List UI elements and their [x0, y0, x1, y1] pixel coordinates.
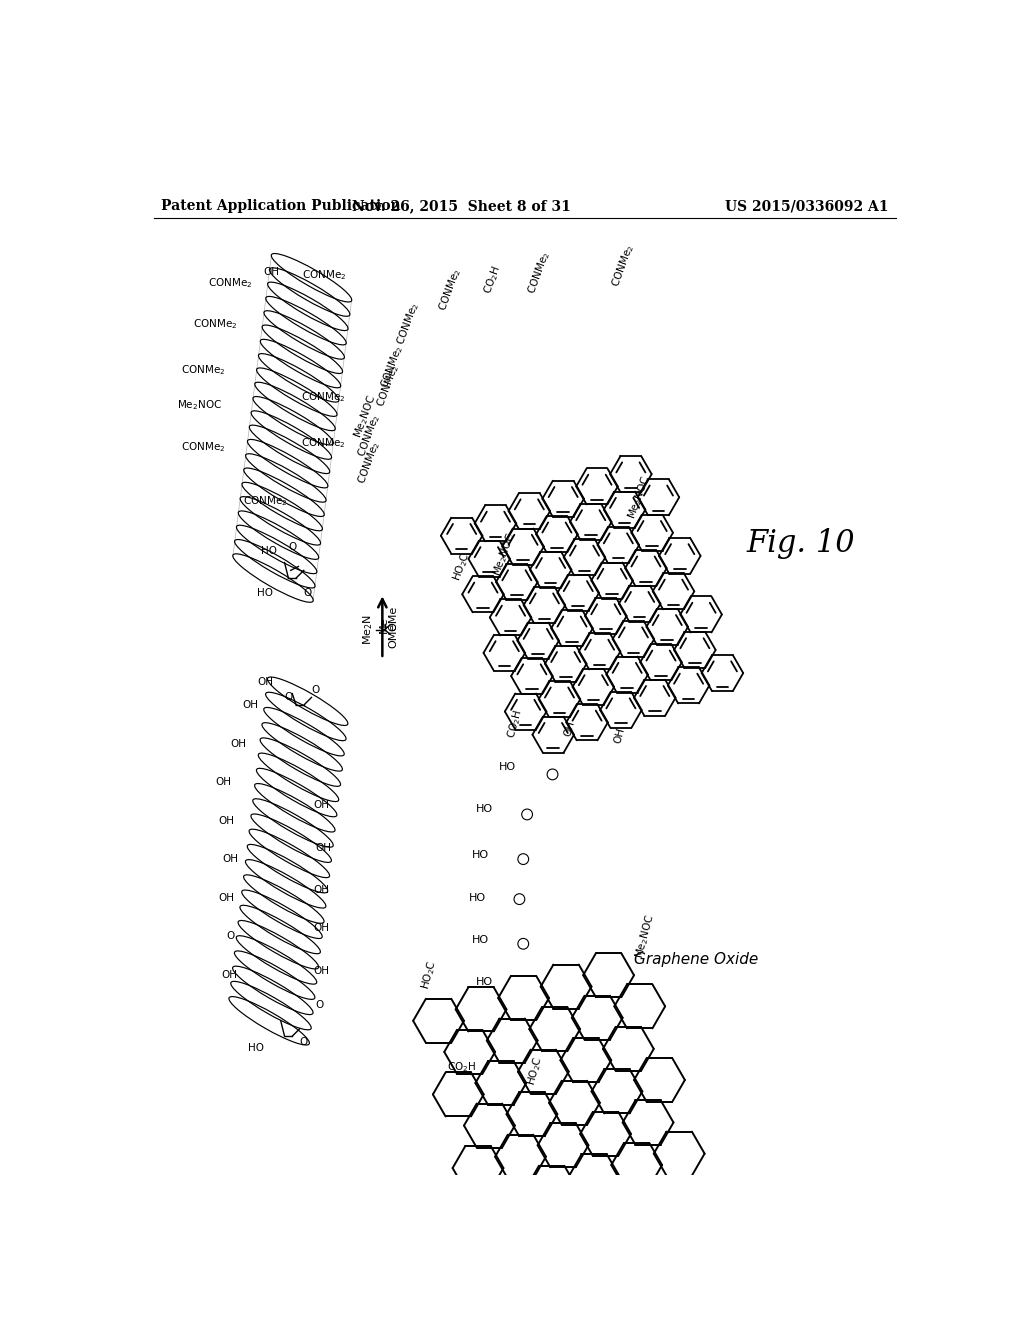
Text: CONMe$_2$: CONMe$_2$	[355, 412, 383, 459]
Text: HO: HO	[476, 804, 494, 814]
Text: CONMe$_2$: CONMe$_2$	[181, 363, 226, 378]
Text: OH: OH	[313, 884, 330, 895]
Text: CONMe$_2$: CONMe$_2$	[378, 343, 407, 389]
Text: CONMe$_2$: CONMe$_2$	[181, 441, 226, 454]
Text: OH: OH	[612, 727, 627, 744]
Text: Me$_2$N: Me$_2$N	[361, 614, 376, 645]
Text: O: O	[285, 693, 293, 702]
Text: Me$_2$NOC: Me$_2$NOC	[633, 912, 657, 960]
Text: HO: HO	[472, 850, 489, 861]
Text: CO$_2$H: CO$_2$H	[447, 1060, 476, 1074]
Text: Me$_2$NOC: Me$_2$NOC	[177, 397, 222, 412]
Text: HO$_2$C: HO$_2$C	[419, 958, 440, 991]
Text: CONMe$_2$: CONMe$_2$	[301, 437, 345, 450]
Text: OH: OH	[242, 700, 258, 710]
Text: OH: OH	[219, 816, 234, 825]
Text: Patent Application Publication: Patent Application Publication	[162, 199, 401, 213]
Text: HO: HO	[500, 762, 516, 772]
Text: OH: OH	[562, 719, 577, 738]
Text: HO$_2$C: HO$_2$C	[451, 550, 473, 583]
Text: O: O	[303, 589, 311, 598]
Text: O: O	[315, 1001, 324, 1010]
Text: Nov. 26, 2015  Sheet 8 of 31: Nov. 26, 2015 Sheet 8 of 31	[352, 199, 571, 213]
Text: Me$_2$NOC: Me$_2$NOC	[351, 393, 380, 440]
Text: OH: OH	[313, 966, 330, 975]
Text: CO$_2$H: CO$_2$H	[505, 709, 526, 741]
Text: HO$_2$C: HO$_2$C	[524, 1055, 546, 1086]
Text: O: O	[300, 1038, 308, 1047]
Text: Me$_2$NOC: Me$_2$NOC	[625, 474, 653, 520]
Text: CONMe$_2$: CONMe$_2$	[243, 494, 288, 508]
Text: HO: HO	[261, 546, 278, 556]
Text: Fig. 10: Fig. 10	[746, 528, 855, 558]
Text: Graphene Oxide: Graphene Oxide	[635, 952, 759, 966]
Text: OMe: OMe	[388, 623, 398, 648]
Text: OH: OH	[222, 854, 239, 865]
Text: CONMe$_2$: CONMe$_2$	[355, 440, 383, 486]
Text: CONMe$_2$: CONMe$_2$	[302, 268, 347, 282]
Text: CONMe$_2$: CONMe$_2$	[436, 267, 464, 313]
Text: CONMe$_2$: CONMe$_2$	[609, 243, 638, 289]
Text: OH: OH	[263, 268, 280, 277]
Text: O: O	[311, 685, 319, 694]
Text: OMe: OMe	[388, 606, 398, 631]
Text: CONMe$_2$: CONMe$_2$	[375, 362, 402, 409]
Text: CONMe$_2$: CONMe$_2$	[524, 249, 553, 296]
Text: O: O	[288, 543, 296, 552]
Text: HO: HO	[476, 977, 494, 987]
Text: OH: OH	[257, 677, 273, 686]
Text: Me$_2$NOC: Me$_2$NOC	[489, 532, 518, 578]
Text: OH: OH	[230, 739, 247, 748]
Text: CONMe$_2$: CONMe$_2$	[209, 276, 253, 290]
Text: OH: OH	[219, 892, 234, 903]
Text: OH: OH	[215, 777, 231, 787]
Text: Me: Me	[379, 616, 389, 634]
Text: OH: OH	[315, 842, 331, 853]
Text: HO: HO	[257, 589, 273, 598]
Text: OH: OH	[313, 924, 330, 933]
Text: CONMe$_2$: CONMe$_2$	[194, 317, 238, 331]
Text: HO: HO	[469, 892, 485, 903]
Text: O: O	[226, 931, 234, 941]
Text: US 2015/0336092 A1: US 2015/0336092 A1	[725, 199, 888, 213]
Text: HO: HO	[248, 1043, 264, 1053]
Text: HO: HO	[472, 935, 489, 945]
Text: CONMe$_2$: CONMe$_2$	[393, 301, 422, 347]
Text: CO$_2$H: CO$_2$H	[481, 264, 504, 296]
Text: OH: OH	[313, 800, 330, 810]
Text: OH: OH	[221, 970, 238, 979]
Text: CONMe$_2$: CONMe$_2$	[301, 391, 345, 404]
